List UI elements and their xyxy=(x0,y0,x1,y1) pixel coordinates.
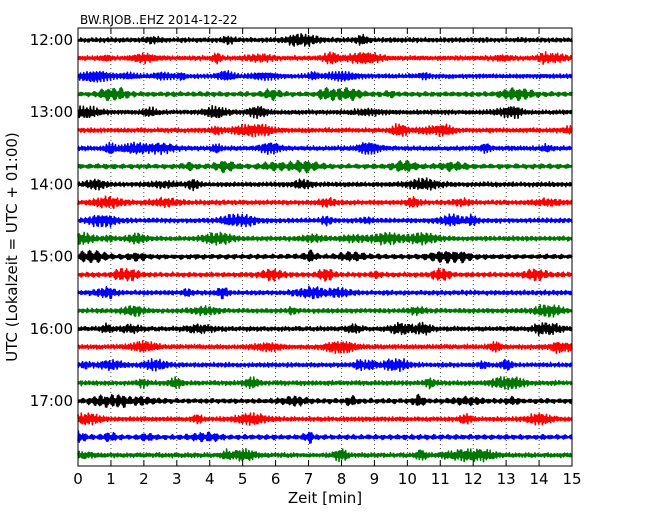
trace-1630 xyxy=(77,358,573,373)
x-axis-label: Zeit [min] xyxy=(288,489,362,507)
y-axis-label: UTC (Lokalzeit = UTC + 01:00) xyxy=(3,132,21,362)
trace-1445 xyxy=(77,231,573,246)
seismogram-traces xyxy=(77,33,573,463)
x-tick-label: 9 xyxy=(370,470,380,488)
trace-1545 xyxy=(77,304,573,318)
trace-1500 xyxy=(77,249,573,264)
x-tick-label: 12 xyxy=(464,470,483,488)
trace-1645 xyxy=(77,376,573,391)
x-tick-label: 3 xyxy=(172,470,182,488)
trace-1615 xyxy=(77,340,573,355)
y-tick-label: 17:00 xyxy=(30,392,73,410)
x-tick-label: 15 xyxy=(562,470,581,488)
x-axis-ticks: 0 1 2 3 4 5 6 7 8 9 10 11 12 13 14 15 xyxy=(73,28,582,488)
y-tick-label: 12:00 xyxy=(30,31,73,49)
trace-1300 xyxy=(77,104,573,120)
trace-1700 xyxy=(77,393,573,408)
y-tick-label: 14:00 xyxy=(30,175,73,193)
chart-title: BW.RJOB..EHZ 2014-12-22 xyxy=(80,13,238,27)
trace-1600 xyxy=(77,321,573,336)
x-tick-label: 7 xyxy=(304,470,314,488)
trace-1215 xyxy=(77,51,573,65)
trace-1230 xyxy=(77,70,573,83)
trace-1345 xyxy=(77,159,573,174)
x-tick-label: 14 xyxy=(530,470,549,488)
plot-frame xyxy=(77,27,573,467)
x-tick-label: 8 xyxy=(337,470,347,488)
trace-1330 xyxy=(77,141,573,156)
trace-1530 xyxy=(77,285,573,300)
trace-1430 xyxy=(77,213,573,228)
x-tick-label: 10 xyxy=(398,470,417,488)
trace-1715 xyxy=(77,412,573,426)
x-tick-label: 2 xyxy=(139,470,149,488)
y-tick-label: 15:00 xyxy=(30,248,73,266)
trace-1315 xyxy=(77,123,573,138)
y-tick-label: 13:00 xyxy=(30,103,73,121)
y-tick-label: 16:00 xyxy=(30,320,73,338)
trace-1415 xyxy=(77,195,573,210)
x-tick-label: 1 xyxy=(106,470,116,488)
trace-1400 xyxy=(77,177,573,192)
x-tick-label: 5 xyxy=(238,470,248,488)
trace-1200 xyxy=(77,33,573,47)
x-tick-label: 4 xyxy=(205,470,215,488)
trace-1730 xyxy=(77,430,573,445)
x-tick-label: 0 xyxy=(73,470,83,488)
x-tick-label: 11 xyxy=(431,470,450,488)
x-tick-label: 13 xyxy=(497,470,516,488)
trace-1515 xyxy=(77,267,573,282)
y-axis-ticks: 12:00 13:00 14:00 15:00 16:00 17:00 xyxy=(30,31,572,410)
x-tick-label: 6 xyxy=(271,470,281,488)
trace-1245 xyxy=(77,86,573,102)
trace-1745 xyxy=(77,447,573,463)
